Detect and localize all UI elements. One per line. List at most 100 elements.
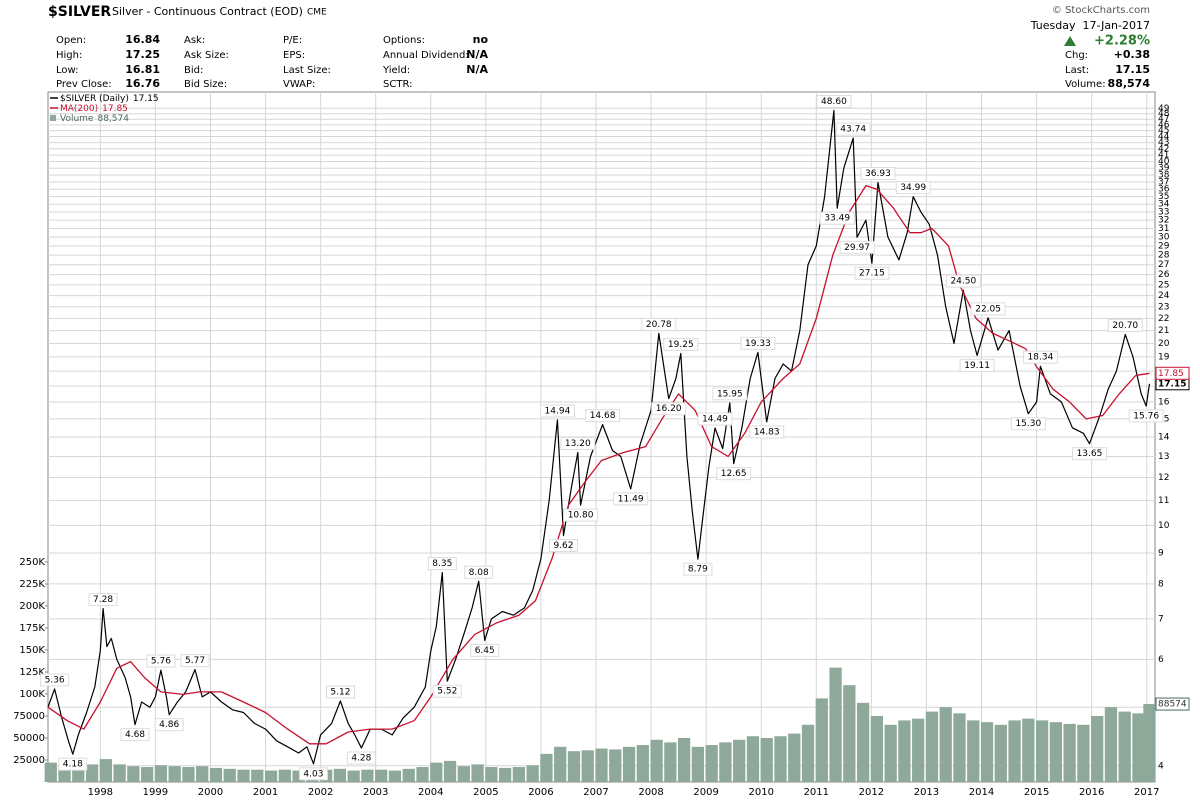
volume-bar [430,762,443,782]
volume-bar [85,764,99,782]
volume-bar [939,707,952,782]
volume-bar [347,770,360,782]
volume-bar [457,766,470,782]
volume-bar [182,767,195,782]
legend-value: 17.85 [102,104,128,114]
volume-bar [388,770,402,782]
volume-bar [127,766,140,782]
y-tick-label: 6 [1158,655,1164,665]
last-value-label: 88574 [1158,700,1187,710]
volume-bar [554,746,567,782]
annotation-bg [346,751,376,765]
volume-bar [526,765,539,782]
annotation-bg [835,122,871,136]
annotation: 33.49 [824,214,850,224]
annotation: 8.35 [432,559,452,569]
y-tick-label: 9 [1158,548,1164,558]
y-tick-label: 37 [1158,178,1169,188]
y-tick-label: 43 [1158,138,1169,148]
volume-bar [44,762,57,782]
volume-bar [1049,722,1062,782]
y-tick-label: 47 [1158,115,1169,125]
volume-bar [375,769,388,782]
y2-tick-label: 25000 [13,755,45,766]
volume-bar [251,769,264,782]
annotation: 7.28 [93,595,113,605]
volume-bar [416,767,429,782]
annotation-bg [88,593,118,607]
y-tick-label: 49 [1158,104,1170,114]
quote-value: 16.76 [125,77,160,90]
x-tick-label: 2017 [1134,787,1159,798]
volume-bar [1091,715,1104,782]
volume-bar [223,768,236,782]
price-line [47,184,1150,745]
volume-bar [498,767,512,782]
annotation-bg [58,757,88,771]
annotation-bg [1107,318,1143,332]
volume-bar [443,760,457,782]
volume-bar [884,724,897,782]
quote-label: EPS: [283,50,305,61]
annotation: 18.34 [1028,353,1054,363]
annotation-bg [470,643,500,657]
annotation-bg [945,274,981,288]
volume-bar [154,765,168,782]
y-tick-label: 36 [1158,185,1170,195]
quote-value: no [473,33,489,46]
volume-bar [278,769,291,782]
plot: 1998 1999 2000 2001 2002 2003 2004 2005 2006 2007… [13,92,1190,798]
y-tick-label: 19 [1158,352,1170,362]
y-tick-label: 20 [1158,339,1170,349]
annotation: 4.18 [63,760,83,770]
volume-bar [1143,704,1156,782]
volume-bar [622,746,636,782]
volume-bar [994,724,1007,782]
annotation-bg [560,436,596,450]
annotation: 6.45 [475,646,495,656]
volume-bar [636,745,649,782]
volume-bar [1118,711,1131,782]
annotation: 15.95 [717,389,743,399]
volume-bar [746,736,760,782]
volume-bar [774,736,787,782]
annotation: 5.76 [151,657,171,667]
annotation: 48.60 [821,97,847,107]
annotation: 8.79 [688,565,708,575]
y-tick-label: 11 [1158,496,1169,506]
y-tick-label: 23 [1158,302,1169,312]
annotation: 43.74 [840,125,866,135]
annotation: 13.65 [1077,449,1103,459]
y-tick-label: 25 [1158,280,1169,290]
y2-tick-label: 50000 [13,733,45,744]
x-tick-label: 1998 [88,787,113,798]
annotation: 4.86 [159,720,179,730]
volume-bar [843,685,856,782]
legend-entry: Volume 88,574 [60,114,129,124]
annotation: 4.68 [125,730,145,740]
volume-bar [485,767,498,782]
volume-bar [141,767,154,782]
legend-name: Volume [60,114,94,124]
volume-bar [333,768,347,782]
description: Silver - Continuous Contract (EOD) [112,5,303,18]
last-value-label: 17.85 [1158,369,1184,379]
annotation: 34.99 [900,183,926,193]
y-tick-label: 32 [1158,216,1169,226]
volume-bar [650,739,663,782]
quote-label: Volume: [1065,79,1106,90]
annotation-bg [749,425,785,439]
volume-bar [72,767,85,782]
volume-bar [1035,720,1049,782]
annotation: 29.97 [844,243,870,253]
volume-bar [815,698,828,782]
volume-bar [925,711,939,782]
y-tick-label: 48 [1158,109,1170,119]
y2-tick-label: 175K [19,623,45,634]
x-tick-label: 2009 [693,787,718,798]
quote-label: Last: [1065,65,1089,76]
volume-bar [1063,723,1076,782]
volume-bar [361,769,374,782]
y2-tick-label: 250K [19,557,45,568]
quote-label: Annual Dividend: [383,50,469,61]
